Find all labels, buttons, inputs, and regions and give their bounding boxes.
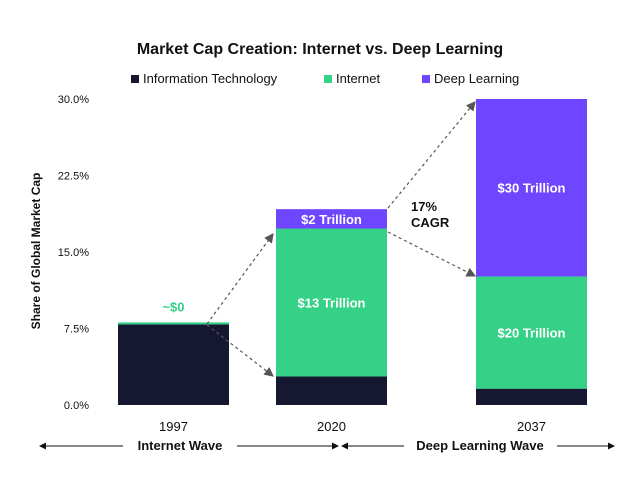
legend-label-deep-learning: Deep Learning [434,71,519,86]
cagr-annotation-line-1: 17% [411,199,437,214]
bar-labels: ~$0 $13 Trillion $2 Trillion $20 Trillion $3… [162,181,565,341]
bar-1997-internet [118,322,229,325]
category-label-2037: 2037 [517,419,546,434]
y-tick-label-3: 22.5% [58,171,89,183]
bar-2020-internet [276,228,387,377]
internet-wave-label: Internet Wave [138,438,223,453]
arrow-1997-top-to-2020 [206,233,274,325]
legend-swatch-deep-learning [422,75,430,83]
bar-label-1997-internet: ~$0 [162,299,184,314]
legend-label-information-technology: Information Technology [143,71,278,86]
bar-label-2020-internet: $13 Trillion [298,295,366,310]
legend: Information Technology Internet Deep Lea… [131,71,519,86]
y-tick-label-1: 7.5% [64,324,89,336]
legend-label-internet: Internet [336,71,380,86]
bar-2020-deep-learning [276,209,387,229]
arrow-2020-bottom-to-2037 [387,231,477,277]
bar-label-2037-internet: $20 Trillion [498,326,566,341]
arrow-1997-bottom-to-2020 [206,324,274,377]
bar-label-2037-deep-learning: $30 Trillion [498,181,566,196]
y-tick-label-2: 15.0% [58,247,89,259]
bar-2020-information-technology [276,376,387,405]
y-axis-label: Share of Global Market Cap [29,173,43,330]
bar-1997-information-technology [118,324,229,405]
legend-swatch-internet [324,75,332,83]
y-tick-label-0: 0.0% [64,400,89,412]
bar-2037-deep-learning [476,99,587,277]
arrow-2020-top-to-2037 [387,101,476,209]
category-label-2020: 2020 [317,419,346,434]
bar-2037-internet [476,276,587,389]
category-labels: 1997 2020 2037 [159,419,546,434]
chart-title: Market Cap Creation: Internet vs. Deep L… [137,41,503,58]
bar-2037-information-technology [476,388,587,405]
category-label-1997: 1997 [159,419,188,434]
transition-arrows [206,101,477,377]
bar-label-2020-deep-learning: $2 Trillion [301,212,362,227]
cagr-annotation-line-2: CAGR [411,215,450,230]
y-tick-label-4: 30.0% [58,94,89,106]
bars [118,99,587,405]
deep-learning-wave-label: Deep Learning Wave [416,438,543,453]
legend-swatch-information-technology [131,75,139,83]
y-axis-ticks: 0.0% 7.5% 15.0% 22.5% 30.0% [58,94,89,412]
